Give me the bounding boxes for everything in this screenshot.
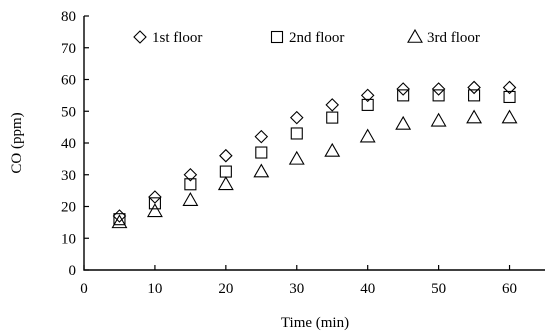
data-point [326, 111, 339, 124]
legend-label: 1st floor [152, 30, 202, 46]
series-3 [111, 109, 518, 229]
series-2 [113, 89, 516, 226]
data-point [501, 109, 518, 124]
x-tick-label: 40 [360, 281, 375, 297]
legend: 1st floor 2nd floor 3rd floor [133, 28, 480, 46]
data-point [219, 165, 232, 178]
data-point [360, 88, 375, 103]
data-point [255, 146, 268, 159]
legend-marker [133, 30, 147, 44]
data-point [184, 178, 197, 191]
data-point [146, 203, 163, 218]
data-point [290, 127, 303, 140]
data-point [289, 110, 304, 125]
y-tick-label: 30 [61, 168, 76, 184]
data-point [466, 109, 483, 124]
data-point [467, 80, 481, 95]
x-tick-label: 50 [431, 281, 446, 297]
axes [83, 16, 545, 271]
data-point [361, 98, 374, 111]
data-point [148, 190, 162, 204]
series-1 [112, 80, 517, 223]
legend-label: 2nd floor [289, 30, 344, 46]
data-point [502, 80, 517, 95]
data-point [288, 150, 305, 165]
y-tick-label: 80 [61, 9, 76, 25]
data-point [148, 197, 161, 210]
data-point [183, 167, 198, 182]
legend-marker [407, 28, 423, 43]
data-point [396, 82, 410, 96]
data-point [113, 213, 126, 226]
data-point [359, 128, 376, 143]
data-point [432, 89, 445, 102]
x-tick-label: 0 [80, 281, 88, 297]
x-tick-label: 60 [502, 281, 517, 297]
legend-entry: 1st floor [133, 30, 202, 46]
y-tick-label: 10 [61, 231, 76, 247]
legend-label: 3rd floor [427, 30, 480, 46]
data-point [182, 192, 199, 206]
y-tick-label: 40 [61, 136, 76, 152]
legend-entry: 2nd floor [270, 30, 344, 46]
data-point [253, 163, 270, 178]
legend-marker [270, 30, 284, 44]
y-tick-label: 0 [69, 263, 77, 279]
x-tick-label: 10 [147, 281, 162, 297]
data-point [397, 89, 410, 102]
x-tick-label: 20 [218, 281, 233, 297]
data-point [217, 176, 234, 191]
data-point [324, 142, 341, 157]
data-point [111, 214, 128, 229]
data-point [431, 82, 446, 96]
data-point [325, 98, 340, 112]
data-point [430, 112, 447, 127]
legend-entry: 3rd floor [407, 28, 480, 46]
axis-frame [83, 16, 545, 271]
data-point [254, 129, 269, 144]
y-tick-label: 50 [61, 104, 76, 120]
data-point [503, 90, 516, 104]
x-tick-label: 30 [289, 281, 304, 297]
x-axis-label: Time (min) [281, 315, 349, 331]
data-point [468, 89, 481, 102]
ticks: 0 10 20 30 40 50 60 70 80 0 10 20 30 40 50 60 [61, 9, 517, 297]
y-axis-label: CO (ppm) [9, 112, 25, 173]
data-marks [111, 80, 518, 229]
y-tick-label: 20 [61, 200, 76, 216]
data-point [219, 148, 233, 163]
data-point [395, 115, 412, 130]
y-tick-label: 70 [61, 41, 76, 57]
y-tick-label: 60 [61, 73, 76, 89]
